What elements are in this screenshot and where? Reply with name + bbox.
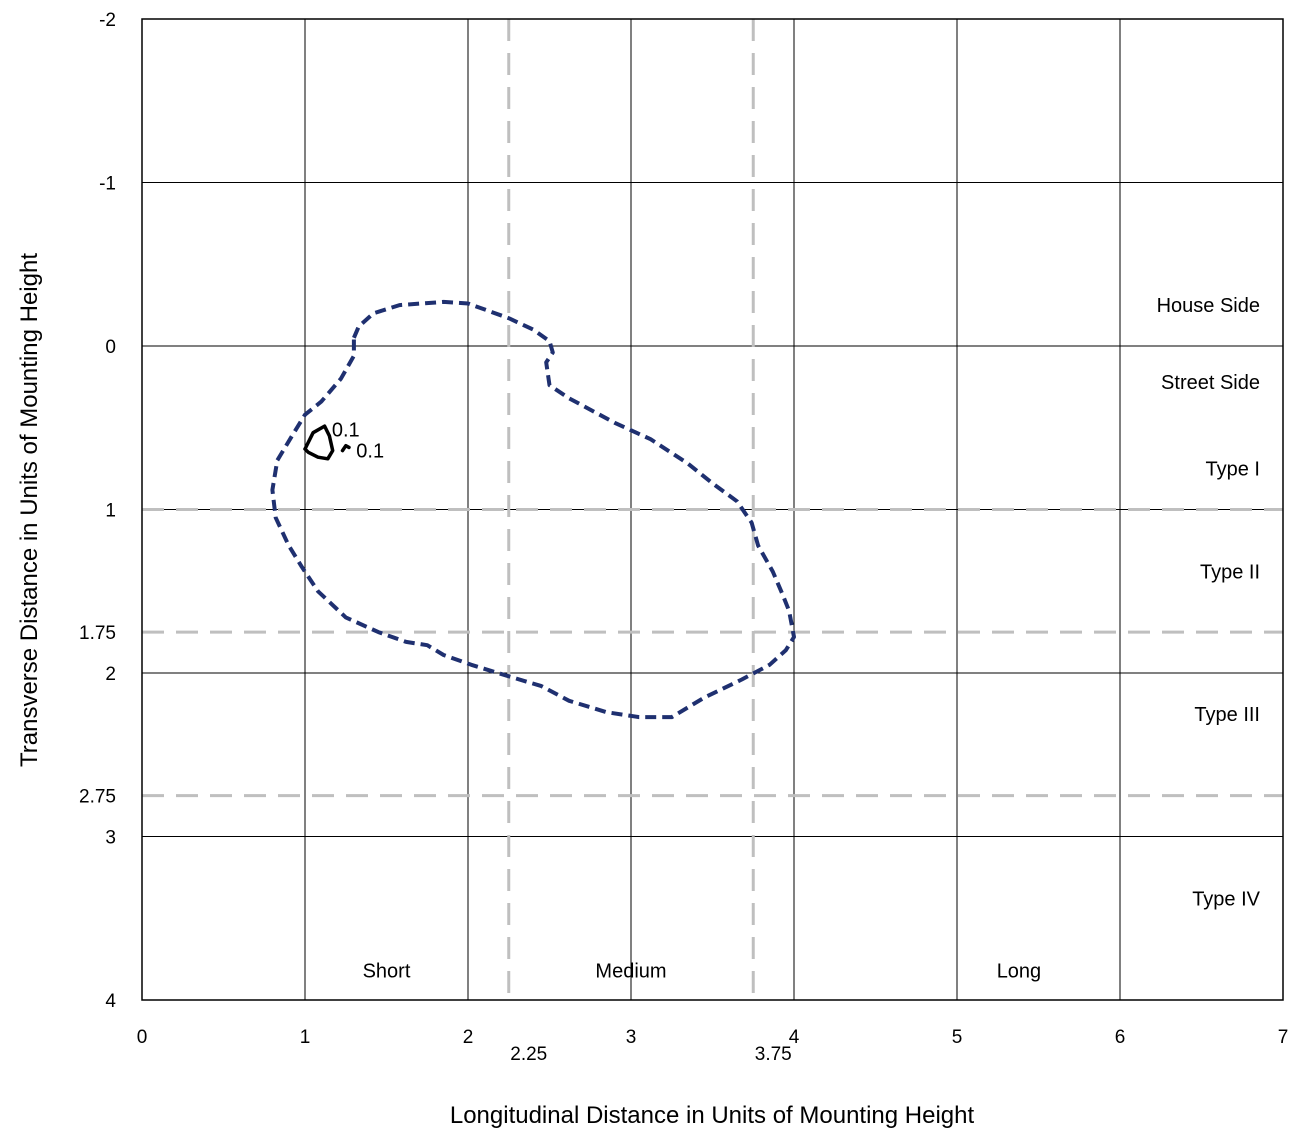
region-labels: House Side Street Side Type I Type II Type I… <box>363 295 1261 982</box>
tick-labels: 0 1 2 3 4 5 6 7 -2 -1 0 1 2 3 4 2.25 3.75 1.75 2.75 <box>79 10 1288 1065</box>
plot-area <box>141 18 1284 1001</box>
y-tick-label: 0 <box>105 337 116 358</box>
y-axis-title: Transverse Distance in Units of Mounting… <box>16 253 43 767</box>
region-label: Type I <box>1206 459 1260 481</box>
series-layer <box>270 299 796 720</box>
distance-label: Long <box>997 961 1042 983</box>
region-label: Type IV <box>1192 889 1260 911</box>
x-tick-label: 6 <box>1115 1027 1126 1048</box>
y-reference-label: 1.75 <box>79 623 116 644</box>
reference-lines <box>142 19 1283 1000</box>
x-tick-label: 0 <box>137 1027 148 1048</box>
x-tick-label: 2 <box>463 1027 474 1048</box>
contour-value-label: 0.1 <box>332 419 360 441</box>
region-label: Type II <box>1200 562 1260 584</box>
y-tick-label: -1 <box>99 174 116 195</box>
x-reference-label: 3.75 <box>755 1044 792 1065</box>
region-label: Street Side <box>1161 372 1260 394</box>
x-tick-label: 5 <box>952 1027 963 1048</box>
distance-label: Medium <box>595 961 666 983</box>
inner-contour-line <box>340 443 351 453</box>
x-tick-label: 7 <box>1278 1027 1289 1048</box>
x-reference-label: 2.25 <box>510 1044 547 1065</box>
distance-label: Short <box>363 961 411 983</box>
x-tick-label: 3 <box>626 1027 637 1048</box>
y-tick-label: 2 <box>105 664 116 685</box>
contour-labels: 0.10.1 <box>332 419 384 462</box>
region-label: Type III <box>1194 704 1260 726</box>
outer-contour-line <box>270 299 796 720</box>
y-tick-label: 4 <box>105 991 116 1012</box>
x-tick-label: 4 <box>789 1027 800 1048</box>
inner-contour-line <box>303 424 335 461</box>
grid-layer <box>142 19 1283 1000</box>
y-tick-label: 1 <box>105 501 116 522</box>
y-tick-label: -2 <box>99 10 116 31</box>
x-axis-title: Longitudinal Distance in Units of Mounti… <box>450 1102 975 1129</box>
region-label: House Side <box>1157 295 1260 317</box>
x-tick-label: 1 <box>300 1027 311 1048</box>
y-tick-label: 3 <box>105 828 116 849</box>
contour-value-label: 0.1 <box>356 441 384 463</box>
y-reference-label: 2.75 <box>79 787 116 808</box>
